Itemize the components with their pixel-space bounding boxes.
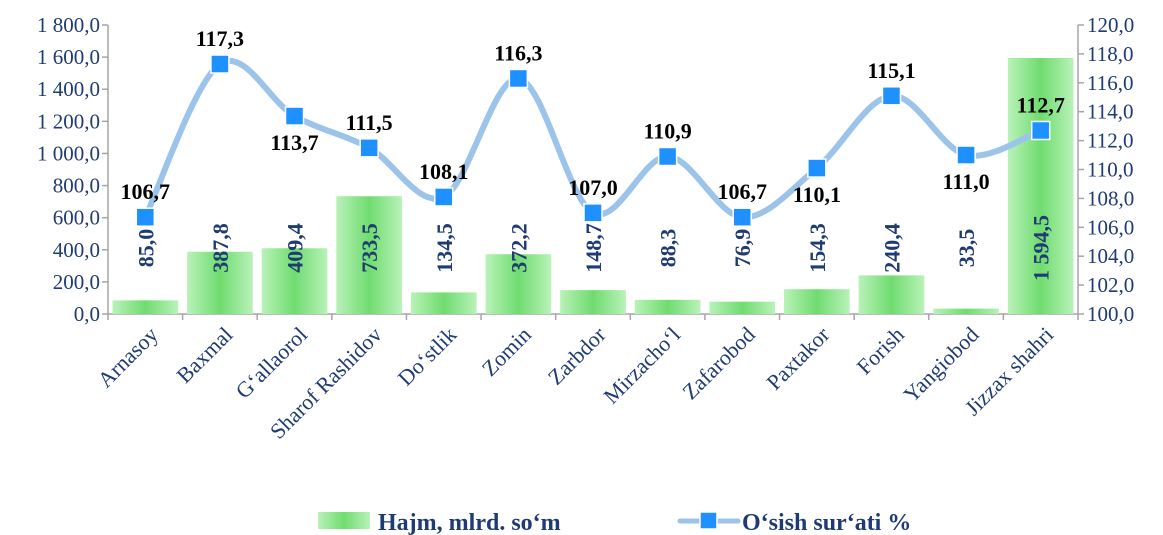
legend-line-label: O‘sish sur‘ati % [742,510,911,535]
bar [187,251,253,314]
line-marker [508,68,529,89]
right-tick-label: 116,0 [1087,71,1133,95]
right-tick-label: 118,0 [1087,42,1133,66]
bar-data-label: 76,9 [730,229,755,268]
bar [1007,57,1074,314]
line-marker [359,138,379,158]
bar [784,289,850,314]
line-data-label: 107,0 [568,175,618,200]
line-data-label: 111,0 [943,169,990,194]
right-tick-label: 108,0 [1087,186,1134,210]
line-series [135,54,1051,227]
legend: Hajm, mlrd. so‘m O‘sish sur‘ati % [318,510,911,535]
left-axis: 0,0 200,0 400,0 600,0 800,0 1 000,0 1 200,0 1 4… [37,13,109,326]
left-tick-label: 1 400,0 [37,77,100,101]
right-tick-label: 112,0 [1087,129,1133,153]
left-tick-label: 600,0 [53,206,100,230]
bar-data-label: 240,4 [879,223,904,273]
category-label: Forish [852,322,909,379]
bar-data-label: 154,3 [805,223,830,273]
right-tick-label: 106,0 [1087,215,1134,239]
bar-labels: 85,0 387,8 409,4 733,5 134,5 372,2 148,7 88,3 76… [133,215,1053,281]
bar-data-label: 387,8 [208,223,233,272]
line-labels: 106,7 117,3 113,7 111,5 108,1 116,3 107,0 110,9… [121,26,1065,207]
line-marker [732,207,752,227]
line-marker [135,207,156,227]
left-tick-label: 1 600,0 [37,45,100,69]
bar-series [112,57,1074,314]
bar-data-label: 733,5 [357,223,382,273]
line-data-label: 111,5 [346,110,393,135]
right-tick-label: 110,0 [1087,158,1133,182]
bar [410,292,477,314]
right-tick-label: 120,0 [1087,13,1134,37]
bar-data-label: 409,4 [283,223,308,273]
left-tick-label: 1 800,0 [37,13,100,37]
category-label: Baxmal [171,322,237,388]
right-tick-label: 104,0 [1087,244,1134,268]
category-label: Arnasoy [92,322,162,392]
line-marker [657,146,678,167]
line-marker [434,187,454,207]
line-marker [210,54,230,74]
line-marker [583,203,603,223]
bar [485,254,552,314]
right-tick-label: 100,0 [1087,302,1134,326]
line-data-label: 110,1 [793,182,841,207]
line-data-label: 117,3 [196,26,244,51]
line-marker [881,86,902,106]
line-data-label: 116,3 [494,40,542,65]
line-data-label: 106,7 [717,179,767,204]
line-data-label: 115,1 [867,58,915,83]
legend-bar-swatch [318,512,370,529]
line-data-label: 106,7 [121,179,171,204]
bar-data-label: 134,5 [432,223,457,273]
legend-line-marker [699,511,718,530]
left-tick-label: 400,0 [53,238,100,262]
left-tick-label: 0,0 [74,302,100,326]
right-tick-label: 102,0 [1087,273,1134,297]
category-label: Zafarobod [677,322,759,404]
category-label: Paxtakor [761,321,834,394]
bar [933,308,999,314]
bar-data-label: 33,5 [954,229,979,268]
category-label: Zomin [477,322,536,381]
bar-data-label: 148,7 [581,223,606,273]
bar [858,275,925,314]
line-data-label: 110,9 [643,118,691,143]
bar-data-label: 1 594,5 [1029,215,1054,281]
bar [560,290,626,314]
bar-data-label: 88,3 [656,229,681,268]
left-tick-label: 800,0 [53,174,100,198]
line-marker [284,106,305,126]
right-tick-label: 114,0 [1087,100,1133,124]
line-data-label: 108,1 [419,159,469,184]
line-data-label: 113,7 [270,130,318,155]
bar-data-label: 372,2 [506,223,531,273]
line-data-label: 112,7 [1017,92,1065,117]
line-marker [956,145,976,165]
category-label: Zarbdor [543,321,611,389]
line-marker [807,158,827,178]
left-tick-label: 1 000,0 [37,141,100,165]
bar [634,299,701,314]
category-label: Do‘stlik [393,322,462,391]
line-marker [1030,120,1051,141]
bar [709,301,776,314]
category-label: Mirzacho‘l [598,322,685,409]
bar [261,248,328,314]
left-tick-label: 200,0 [53,270,100,294]
right-axis: 100,0 102,0 104,0 106,0 108,0 110,0 112,0 114,0… [1077,13,1134,326]
legend-bar-label: Hajm, mlrd. so‘m [378,510,561,535]
bar [112,300,179,314]
bar-data-label: 85,0 [133,229,158,268]
bar [336,196,402,314]
left-tick-label: 1 200,0 [37,109,100,133]
